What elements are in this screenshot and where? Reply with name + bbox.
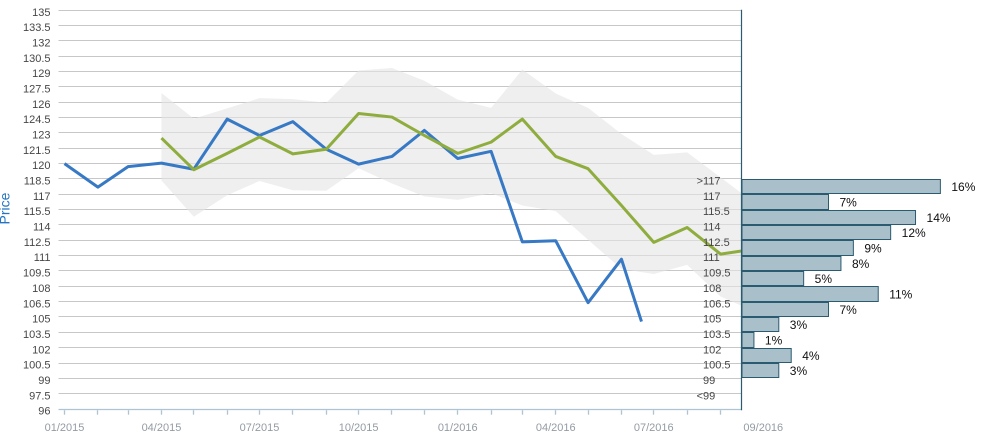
svg-text:135: 135: [32, 7, 50, 19]
svg-text:129: 129: [32, 68, 50, 80]
svg-text:102: 102: [32, 344, 50, 356]
svg-text:114: 114: [33, 222, 51, 234]
svg-text:96: 96: [38, 406, 50, 418]
svg-text:99: 99: [703, 375, 715, 387]
svg-text:07/2015: 07/2015: [240, 422, 280, 434]
svg-text:130.5: 130.5: [23, 53, 51, 65]
svg-text:111: 111: [34, 252, 51, 264]
svg-text:123: 123: [32, 130, 50, 142]
svg-text:12%: 12%: [902, 226, 926, 240]
svg-text:04/2016: 04/2016: [536, 422, 576, 434]
svg-text:121.5: 121.5: [23, 145, 51, 157]
svg-text:114: 114: [703, 222, 721, 234]
svg-text:3%: 3%: [790, 318, 808, 332]
svg-text:115.5: 115.5: [703, 206, 730, 218]
svg-text:103.5: 103.5: [703, 329, 731, 341]
svg-text:09/2016: 09/2016: [743, 422, 783, 434]
svg-text:14%: 14%: [927, 211, 951, 225]
svg-text:112.5: 112.5: [24, 237, 51, 249]
svg-text:01/2016: 01/2016: [438, 422, 478, 434]
svg-text:103.5: 103.5: [23, 329, 51, 341]
svg-text:97.5: 97.5: [29, 390, 50, 402]
svg-text:7%: 7%: [840, 303, 858, 317]
svg-text:126: 126: [32, 99, 50, 111]
svg-text:105: 105: [32, 314, 50, 326]
svg-text:16%: 16%: [951, 180, 975, 194]
svg-text:108: 108: [32, 283, 50, 295]
svg-text:109.5: 109.5: [703, 268, 731, 280]
svg-text:04/2015: 04/2015: [142, 422, 182, 434]
svg-text:>117: >117: [697, 176, 721, 188]
svg-text:105: 105: [703, 314, 721, 326]
svg-text:Price: Price: [0, 192, 13, 224]
svg-text:100.5: 100.5: [703, 360, 731, 372]
svg-text:<99: <99: [697, 390, 716, 402]
svg-text:7%: 7%: [840, 195, 858, 209]
svg-text:106.5: 106.5: [703, 298, 731, 310]
svg-text:1%: 1%: [765, 333, 783, 347]
svg-text:99: 99: [38, 375, 50, 387]
svg-text:108: 108: [703, 283, 721, 295]
svg-text:133.5: 133.5: [23, 22, 51, 34]
svg-text:11%: 11%: [889, 287, 912, 301]
svg-text:4%: 4%: [802, 349, 820, 363]
svg-text:10/2015: 10/2015: [339, 422, 379, 434]
svg-text:115.5: 115.5: [24, 206, 51, 218]
svg-text:01/2015: 01/2015: [45, 422, 85, 434]
svg-text:9%: 9%: [864, 241, 882, 255]
svg-text:117: 117: [703, 191, 721, 203]
svg-text:117: 117: [33, 191, 51, 203]
svg-text:109.5: 109.5: [23, 268, 51, 280]
svg-text:111: 111: [703, 252, 720, 264]
svg-text:118.5: 118.5: [24, 176, 51, 188]
svg-text:127.5: 127.5: [23, 84, 51, 96]
svg-text:132: 132: [32, 37, 50, 49]
svg-text:112.5: 112.5: [703, 237, 730, 249]
svg-text:120: 120: [32, 160, 50, 172]
svg-text:106.5: 106.5: [23, 298, 51, 310]
svg-text:07/2016: 07/2016: [634, 422, 674, 434]
svg-text:8%: 8%: [852, 257, 870, 271]
svg-text:124.5: 124.5: [23, 114, 51, 126]
svg-text:100.5: 100.5: [23, 360, 51, 372]
svg-text:3%: 3%: [790, 364, 808, 378]
svg-text:5%: 5%: [815, 272, 833, 286]
svg-text:102: 102: [703, 344, 721, 356]
